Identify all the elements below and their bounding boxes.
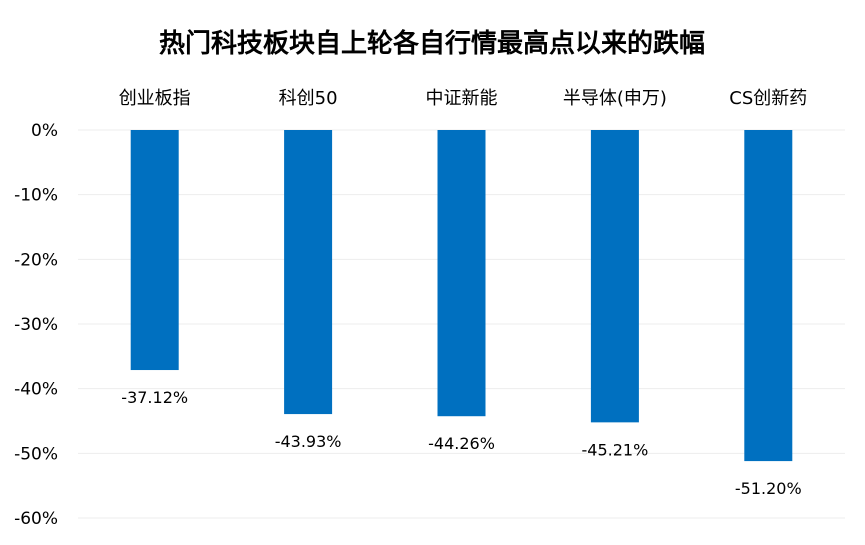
y-tick-label: 0% xyxy=(31,121,58,141)
data-label: -44.26% xyxy=(428,434,495,453)
data-label: -43.93% xyxy=(275,432,342,451)
bar xyxy=(130,130,179,371)
category-label: 半导体(申万) xyxy=(563,88,667,109)
bar xyxy=(744,130,793,462)
bar xyxy=(590,130,639,423)
bar xyxy=(284,130,333,415)
y-axis-ticks: 0% -10% -20% -30% -40% -50% -60% xyxy=(14,121,58,529)
category-label: 科创50 xyxy=(279,88,338,109)
bars xyxy=(130,130,793,462)
category-label: CS创新药 xyxy=(729,88,807,109)
data-label: -37.12% xyxy=(121,388,188,407)
y-tick-label: -10% xyxy=(14,186,58,206)
y-tick-label: -20% xyxy=(14,250,58,270)
data-label: -51.20% xyxy=(735,479,802,498)
category-label: 中证新能 xyxy=(426,88,498,109)
category-labels: 创业板指 科创50 中证新能 半导体(申万) CS创新药 xyxy=(119,88,808,109)
y-tick-label: -50% xyxy=(14,444,58,464)
data-label: -45.21% xyxy=(582,440,649,459)
category-label: 创业板指 xyxy=(119,88,191,109)
y-tick-label: -40% xyxy=(14,380,58,400)
y-tick-label: -30% xyxy=(14,315,58,335)
bar xyxy=(437,130,486,417)
chart-title: 热门科技板块自上轮各自行情最高点以来的跌幅 xyxy=(159,28,705,59)
value-labels: -37.12% -43.93% -44.26% -45.21% -51.20% xyxy=(121,388,801,498)
y-tick-label: -60% xyxy=(14,509,58,529)
